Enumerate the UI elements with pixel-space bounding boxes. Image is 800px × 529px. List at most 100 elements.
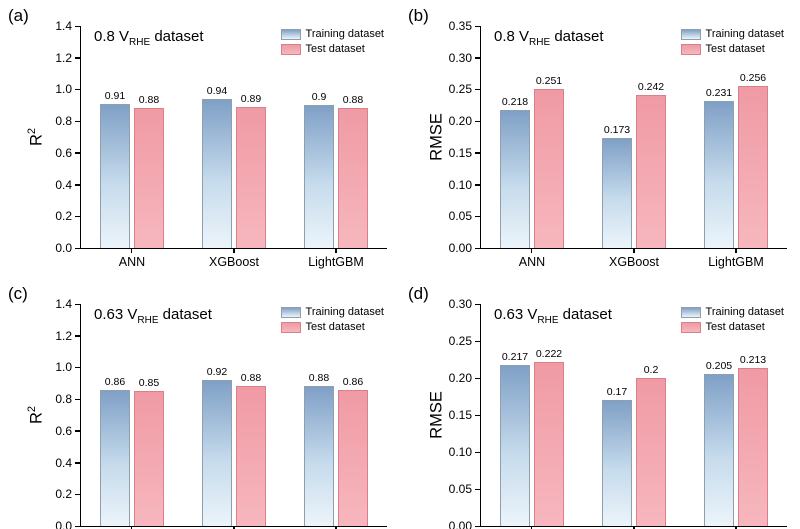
legend-label-test: Test dataset <box>305 43 365 55</box>
y-tick-icon <box>75 303 81 305</box>
y-tick-label: 0.8 <box>55 392 72 407</box>
x-tick-icon <box>130 526 133 529</box>
legend-row-training: Training dataset <box>680 28 784 40</box>
x-tick-icon <box>530 526 533 529</box>
bar-test <box>338 389 368 526</box>
y-tick-label: 0.05 <box>448 482 472 497</box>
y-tick-icon <box>75 215 81 218</box>
y-tick-icon <box>75 25 81 27</box>
chart-title: 0.63 VRHE dataset <box>494 306 612 326</box>
y-tick-icon <box>475 247 481 249</box>
x-tick-icon <box>233 526 235 529</box>
legend-label-training: Training dataset <box>305 306 384 318</box>
y-tick-icon <box>475 377 481 380</box>
bar-value-label: 0.222 <box>535 347 563 360</box>
y-tick-label: 1.4 <box>55 297 72 311</box>
bar-training <box>499 365 530 526</box>
y-tick-icon <box>75 247 81 249</box>
y-tick-icon <box>75 335 81 337</box>
bar-test <box>636 94 666 248</box>
y-tick-label: 0.20 <box>448 114 472 129</box>
y-tick-icon <box>75 57 81 59</box>
y-tick-label: 1.2 <box>55 328 72 343</box>
y-tick-icon <box>475 451 481 454</box>
y-tick-icon <box>475 88 481 91</box>
training-swatch <box>280 306 301 318</box>
bar-value-label: 0.231 <box>705 87 733 100</box>
y-tick-label: 1.0 <box>55 82 72 97</box>
bar-training <box>602 400 632 526</box>
chart-title: 0.63 VRHE dataset <box>94 306 212 326</box>
bar-test <box>236 386 266 526</box>
y-tick-label: 1.4 <box>55 19 72 33</box>
legend-row-training: Training dataset <box>680 306 784 318</box>
y-tick-label: 0.30 <box>448 297 472 311</box>
x-category-label: XGBoost <box>608 255 660 269</box>
y-tick-label: 0.00 <box>448 519 472 529</box>
plot-area: 0.8 VRHE dataset Training dataset Test d… <box>449 19 787 269</box>
chart-panel-a: (a) R2 0.8 VRHE dataset Training dataset… <box>0 0 400 278</box>
training-swatch <box>680 306 701 318</box>
legend-row-test: Test dataset <box>280 321 384 333</box>
bar-test <box>533 361 564 526</box>
bar-test <box>636 378 666 526</box>
chart-title-sub: RHE <box>129 37 151 48</box>
y-tick-icon <box>475 525 481 527</box>
y-axis-label-sup: 2 <box>25 127 38 135</box>
y-tick-label: 0.2 <box>55 209 72 224</box>
panel-label: (c) <box>8 284 28 303</box>
x-tick-icon <box>335 248 337 253</box>
y-tick-icon <box>75 525 81 527</box>
bar-test <box>133 108 164 248</box>
y-axis-label: R2 <box>26 128 47 146</box>
y-tick-icon <box>475 340 481 342</box>
x-category-label: XGBoost <box>208 255 260 269</box>
bar-training <box>704 374 734 526</box>
bar-test <box>738 85 768 248</box>
bar-value-label: 0.173 <box>603 124 631 137</box>
y-axis-label-sup: 2 <box>25 405 38 413</box>
chart-title-post: dataset <box>150 28 204 45</box>
y-tick-label: 0.6 <box>55 145 72 160</box>
chart-panel-d: (d) RMSE 0.63 VRHE dataset Training data… <box>400 278 800 529</box>
y-tick-icon <box>475 184 481 186</box>
chart-title-sub: RHE <box>537 315 559 326</box>
legend-row-test: Test dataset <box>680 43 784 55</box>
legend-row-test: Test dataset <box>680 321 784 333</box>
bar-value-label: 0.251 <box>535 74 563 87</box>
bar-value-label: 0.86 <box>342 375 364 388</box>
x-tick-icon <box>335 526 337 529</box>
test-swatch <box>280 43 301 55</box>
y-tick-label: 1.0 <box>55 360 72 375</box>
bar-training <box>304 105 334 248</box>
chart-title-post: dataset <box>558 306 612 323</box>
y-tick-icon <box>75 184 81 186</box>
chart-title-pre: 0.8 V <box>494 28 530 45</box>
y-tick-label: 0.0 <box>55 241 72 255</box>
bar-training <box>602 138 632 248</box>
chart-title-post: dataset <box>158 306 212 323</box>
chart-title-post: dataset <box>550 28 604 45</box>
panel-label: (a) <box>8 6 29 25</box>
y-tick-icon <box>475 152 481 154</box>
y-tick-icon <box>75 462 81 464</box>
bar-test <box>236 106 266 248</box>
chart-title: 0.8 VRHE dataset <box>494 28 604 48</box>
chart-panel-c: (c) R2 0.63 VRHE dataset Training datase… <box>0 278 400 529</box>
test-swatch <box>680 43 701 55</box>
y-tick-label: 0.00 <box>448 241 472 255</box>
bar-value-label: 0.2 <box>643 364 659 377</box>
y-tick-label: 0.8 <box>55 114 72 129</box>
bar-test <box>533 88 564 248</box>
y-tick-icon <box>75 152 81 154</box>
chart-title-sub: RHE <box>137 315 159 326</box>
bar-value-label: 0.94 <box>206 84 228 97</box>
y-tick-icon <box>475 488 481 491</box>
test-swatch <box>680 321 701 333</box>
bar-value-label: 0.17 <box>606 386 628 399</box>
legend: Training dataset Test dataset <box>680 306 784 336</box>
chart-panel-b: (b) RMSE 0.8 VRHE dataset Training datas… <box>400 0 800 278</box>
x-tick-icon <box>735 526 737 529</box>
y-tick-icon <box>75 366 81 369</box>
